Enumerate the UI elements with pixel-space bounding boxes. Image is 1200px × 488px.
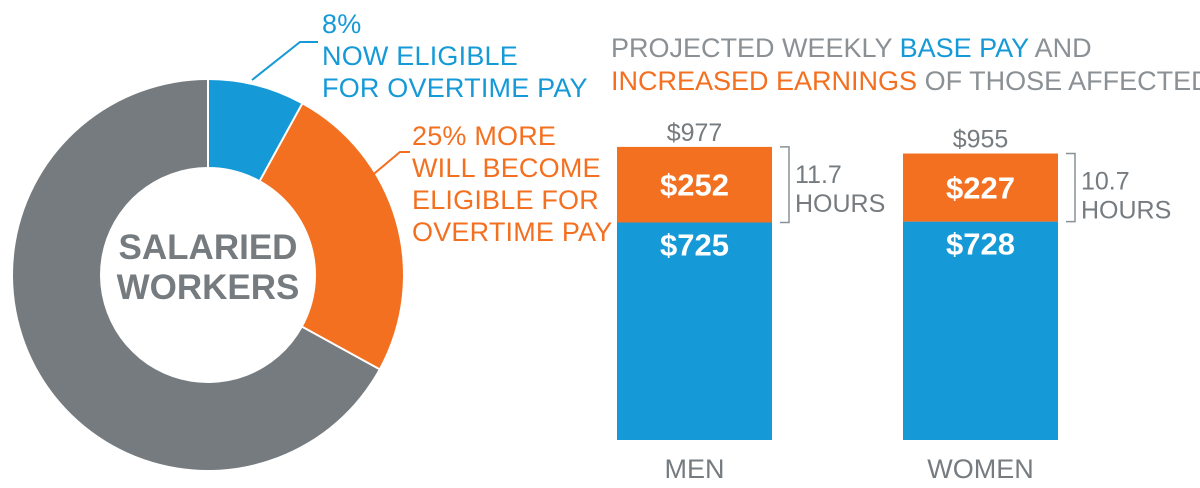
become-eligible-annotation: 25% MORE WILL BECOME ELIGIBLE FOR OVERTI…: [412, 120, 612, 248]
center-label-line-2: WORKERS: [116, 268, 300, 307]
center-label-line-1: SALARIED: [118, 228, 298, 267]
title-text-plain: PROJECTED WEEKLY: [611, 33, 900, 63]
donut-slice-2: [260, 104, 403, 369]
eligible-now-annotation: 8% NOW ELIGIBLE FOR OVERTIME PAY: [322, 8, 588, 104]
title-line-2: INCREASED EARNINGS OF THOSE AFFECTED: [611, 65, 1200, 98]
title-text-increased-earnings: INCREASED EARNINGS: [611, 66, 918, 96]
title-text-base-pay: BASE PAY: [899, 33, 1029, 63]
eligible-now-percent: 8%: [322, 9, 362, 39]
bar-increased-earnings-women: [903, 153, 1058, 222]
hours-value-women: 10.7: [1081, 168, 1130, 196]
title-line-1: PROJECTED WEEKLY BASE PAY AND: [611, 32, 1200, 65]
donut-center-label: SALARIED WORKERS: [88, 228, 328, 308]
increased-earnings-value-women: $227: [946, 171, 1015, 206]
become-eligible-line-4: OVERTIME PAY: [412, 217, 613, 247]
eligible-now-line-2: NOW ELIGIBLE: [322, 41, 518, 71]
hours-value-men: 11.7: [795, 161, 842, 189]
become-eligible-line-3: ELIGIBLE FOR: [412, 185, 599, 215]
bar-base-pay-men: [617, 222, 772, 440]
hours-bracket-women: [1066, 152, 1076, 223]
category-label-women: WOMEN: [927, 454, 1033, 484]
eligible-now-line-3: FOR OVERTIME PAY: [322, 73, 588, 103]
become-eligible-line-2: WILL BECOME: [412, 153, 601, 183]
hours-bracket-men: [780, 146, 790, 224]
hours-unit-men: HOURS: [795, 190, 885, 218]
category-label-men: MEN: [665, 454, 725, 484]
title-text-affected: OF THOSE AFFECTED: [917, 66, 1200, 96]
total-value-men: $977: [667, 119, 723, 147]
bar-increased-earnings-men: [617, 146, 772, 223]
total-value-women: $955: [953, 126, 1009, 154]
blue-leader-line: [251, 41, 318, 81]
increased-earnings-value-men: $252: [660, 168, 729, 203]
become-eligible-percent: 25% MORE: [412, 121, 557, 151]
donut-slice-3: [13, 80, 379, 470]
hours-unit-women: HOURS: [1081, 197, 1171, 225]
donut-slice-1: [208, 80, 302, 181]
base-pay-value-women: $728: [946, 227, 1015, 262]
orange-leader-line: [356, 151, 410, 189]
title-text-and: AND: [1028, 33, 1092, 63]
donut-separator-3: [301, 325, 381, 371]
bar-chart-title: PROJECTED WEEKLY BASE PAY AND INCREASED …: [611, 32, 1200, 98]
base-pay-value-men: $725: [660, 228, 729, 263]
donut-separator-2: [258, 102, 304, 182]
bar-base-pay-women: [903, 221, 1058, 440]
